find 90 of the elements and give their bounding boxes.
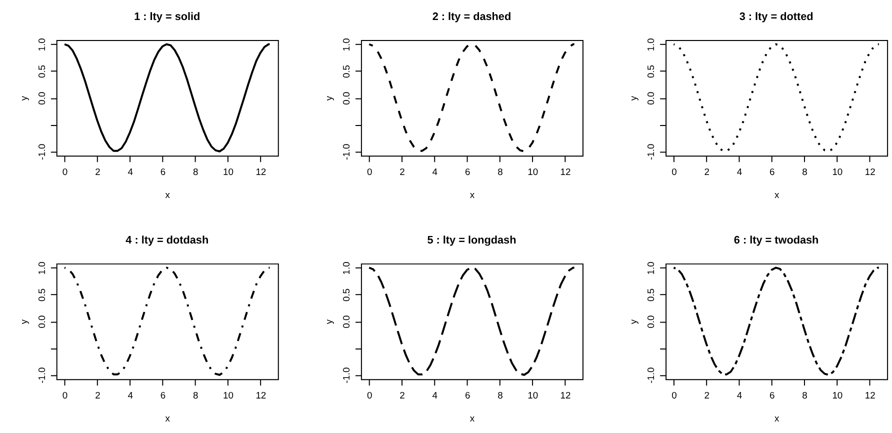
y-tick-label: 0.0 <box>340 92 352 105</box>
x-tick-label: 10 <box>223 166 234 177</box>
y-tick-label: 1.0 <box>645 262 656 275</box>
y-tick-label: 1.0 <box>36 38 47 52</box>
y-tick-label: 0.5 <box>36 64 47 78</box>
x-tick-label: 4 <box>432 389 438 400</box>
x-axis-title: x <box>774 189 780 200</box>
y-tick-label: -1.0 <box>36 144 47 160</box>
x-tick-label: 12 <box>864 389 876 400</box>
chart-title: 4 : lty = dotdash <box>126 234 209 246</box>
x-tick-label: 8 <box>802 389 808 400</box>
chart-title: 6 : lty = twodash <box>734 234 819 246</box>
x-tick-label: 0 <box>367 166 372 177</box>
line-series <box>64 43 271 152</box>
y-axis-title: y <box>322 319 334 324</box>
x-tick-label: 12 <box>560 389 571 400</box>
line-series <box>368 43 576 152</box>
x-tick-label: 4 <box>736 166 742 177</box>
y-tick-label: 0.0 <box>645 315 656 328</box>
line-series <box>672 266 880 376</box>
y-tick-label: 1.0 <box>340 38 352 52</box>
x-tick-label: 10 <box>528 389 538 400</box>
y-axis-title: y <box>18 96 30 101</box>
x-tick-label: 0 <box>62 389 68 400</box>
x-axis-title: x <box>470 412 475 424</box>
x-tick-label: 8 <box>802 166 808 177</box>
chart-title: 2 : lty = dashed <box>432 10 512 23</box>
chart-title: 3 : lty = dotted <box>739 10 814 23</box>
x-tick-label: 10 <box>832 389 843 400</box>
x-tick-label: 4 <box>736 389 742 400</box>
x-tick-label: 4 <box>128 389 133 400</box>
x-tick-label: 0 <box>367 389 372 400</box>
x-tick-label: 2 <box>704 166 710 177</box>
y-axis-title: y <box>18 319 30 324</box>
y-axis-title: y <box>627 96 638 101</box>
x-tick-label: 0 <box>62 166 68 177</box>
x-axis-title: x <box>165 412 170 424</box>
x-tick-label: 8 <box>498 389 503 400</box>
x-tick-label: 6 <box>464 166 470 177</box>
x-tick-label: 8 <box>193 389 198 400</box>
y-axis-title: y <box>627 319 638 324</box>
x-axis-title: x <box>165 189 170 200</box>
x-tick-label: 6 <box>160 389 166 400</box>
y-tick-label: 0.0 <box>36 92 47 105</box>
y-tick-label: 1.0 <box>645 38 656 52</box>
chart-title: 1 : lty = solid <box>134 10 200 23</box>
x-tick-label: 12 <box>864 166 876 177</box>
y-tick-label: 0.5 <box>340 288 352 302</box>
x-tick-label: 2 <box>95 166 100 177</box>
x-tick-label: 8 <box>498 166 503 177</box>
x-tick-label: 4 <box>128 166 133 177</box>
x-tick-label: 10 <box>528 166 538 177</box>
x-tick-label: 2 <box>95 389 100 400</box>
y-tick-label: -1.0 <box>645 144 656 160</box>
chart-title: 5 : lty = longdash <box>427 234 516 246</box>
line-series <box>368 266 576 376</box>
y-tick-label: 0.5 <box>340 64 352 78</box>
x-tick-label: 4 <box>432 166 438 177</box>
x-tick-label: 2 <box>400 389 405 400</box>
y-tick-label: 1.0 <box>36 262 47 275</box>
y-tick-label: 1.0 <box>340 262 352 275</box>
x-tick-label: 6 <box>770 166 775 177</box>
y-tick-label: -1.0 <box>645 367 656 384</box>
x-tick-label: 8 <box>193 166 198 177</box>
x-tick-label: 0 <box>672 166 677 177</box>
x-tick-label: 0 <box>672 389 677 400</box>
x-axis-title: x <box>470 189 475 200</box>
x-tick-label: 6 <box>160 166 166 177</box>
x-tick-label: 6 <box>770 389 775 400</box>
y-tick-label: 0.5 <box>36 288 47 302</box>
y-tick-label: 0.0 <box>340 315 352 328</box>
x-tick-label: 10 <box>832 166 843 177</box>
y-tick-label: -1.0 <box>340 367 352 384</box>
y-tick-label: 0.0 <box>36 315 47 328</box>
y-tick-label: -1.0 <box>36 367 47 384</box>
x-axis-title: x <box>774 412 780 424</box>
x-tick-label: 2 <box>704 389 710 400</box>
y-axis-title: y <box>322 96 334 101</box>
x-tick-label: 12 <box>560 166 571 177</box>
y-tick-label: 0.5 <box>645 288 656 302</box>
x-tick-label: 12 <box>256 166 266 177</box>
y-tick-label: 0.5 <box>645 64 656 78</box>
line-series <box>672 43 880 152</box>
x-tick-label: 2 <box>400 166 405 177</box>
x-tick-label: 10 <box>223 389 234 400</box>
y-tick-label: -1.0 <box>340 144 352 160</box>
y-tick-label: 0.0 <box>645 92 656 105</box>
line-series <box>64 266 271 376</box>
x-tick-label: 6 <box>464 389 470 400</box>
x-tick-label: 12 <box>256 389 266 400</box>
